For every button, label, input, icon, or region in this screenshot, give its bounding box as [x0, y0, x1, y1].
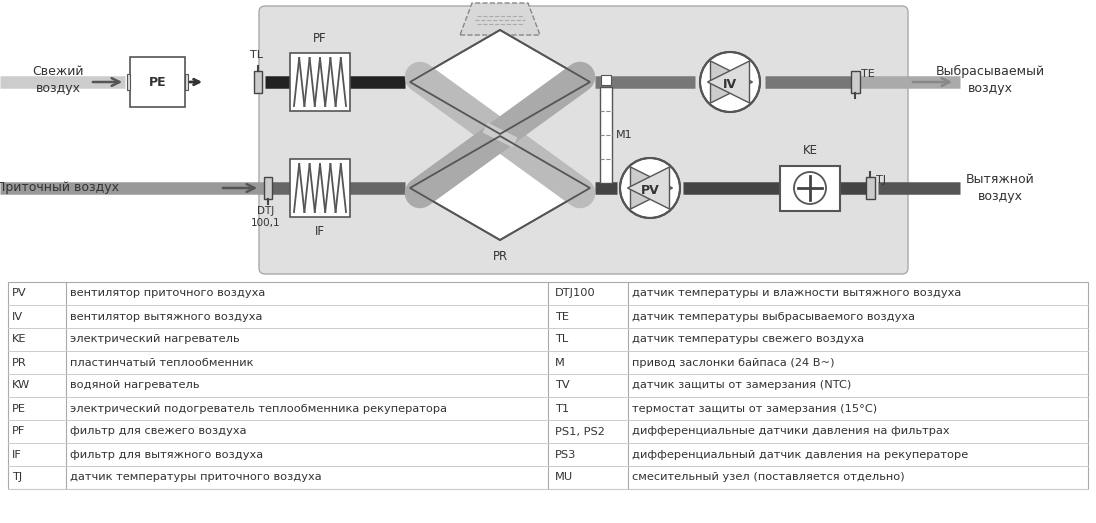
Text: Выбрасываемый
воздух: Выбрасываемый воздух [936, 65, 1044, 95]
Text: DTJ100: DTJ100 [555, 289, 596, 299]
Text: MU: MU [555, 472, 573, 483]
Bar [850, 71, 860, 93]
Text: TL: TL [250, 50, 263, 60]
Text: PR: PR [12, 358, 26, 368]
Polygon shape [710, 61, 753, 103]
Bar [127, 74, 130, 90]
Text: PV: PV [641, 184, 660, 197]
Text: фильтр для свежего воздуха: фильтр для свежего воздуха [70, 426, 247, 437]
Text: KE: KE [802, 144, 818, 157]
Text: дифференциальные датчики давления на фильтрах: дифференциальные датчики давления на фил… [632, 426, 949, 437]
Text: пластинчатый теплообменник: пластинчатый теплообменник [70, 358, 253, 368]
Text: IF: IF [12, 449, 22, 460]
Polygon shape [628, 167, 670, 209]
Text: PE: PE [12, 404, 26, 414]
Text: термостат защиты от замерзания (15°C): термостат защиты от замерзания (15°C) [632, 404, 877, 414]
Text: смесительный узел (поставляется отдельно): смесительный узел (поставляется отдельно… [632, 472, 904, 483]
Text: электрический подогреватель теплообменника рекуператора: электрический подогреватель теплообменни… [70, 404, 447, 414]
FancyBboxPatch shape [259, 6, 907, 274]
Bar [290, 159, 350, 217]
Text: фильтр для вытяжного воздуха: фильтр для вытяжного воздуха [70, 449, 263, 460]
Text: датчик температуры выбрасываемого воздуха: датчик температуры выбрасываемого воздух… [632, 312, 915, 322]
Text: дифференциальный датчик давления на рекуператоре: дифференциальный датчик давления на реку… [632, 449, 968, 460]
Polygon shape [460, 3, 540, 35]
Polygon shape [410, 30, 590, 134]
Bar [290, 53, 350, 111]
Text: TE: TE [861, 69, 875, 79]
Bar [600, 87, 612, 183]
Text: T1: T1 [555, 404, 569, 414]
Text: электрический нагреватель: электрический нагреватель [70, 335, 240, 345]
Text: Вытяжной
воздух: Вытяжной воздух [966, 173, 1035, 203]
Text: PS1, PS2: PS1, PS2 [555, 426, 605, 437]
Text: IF: IF [315, 225, 326, 238]
Text: датчик защиты от замерзания (NTC): датчик защиты от замерзания (NTC) [632, 381, 852, 391]
Bar [866, 177, 875, 199]
Text: KW: KW [12, 381, 31, 391]
Polygon shape [410, 136, 590, 240]
Bar [264, 177, 272, 199]
Bar [130, 57, 185, 107]
Text: вентилятор вытяжного воздуха: вентилятор вытяжного воздуха [70, 312, 262, 322]
Text: DTJ
100,1: DTJ 100,1 [251, 206, 281, 228]
Bar [780, 165, 840, 210]
Bar [254, 71, 262, 93]
Text: Свежий
воздух: Свежий воздух [32, 65, 83, 95]
Bar [601, 75, 610, 85]
Text: IV: IV [12, 312, 23, 322]
Text: датчик температуры и влажности вытяжного воздуха: датчик температуры и влажности вытяжного… [632, 289, 961, 299]
Text: датчик температуры приточного воздуха: датчик температуры приточного воздуха [70, 472, 321, 483]
Text: PS3: PS3 [555, 449, 576, 460]
Text: M: M [555, 358, 564, 368]
Text: PV: PV [12, 289, 26, 299]
Text: TJ: TJ [12, 472, 22, 483]
Text: IV: IV [723, 77, 738, 90]
Polygon shape [708, 61, 750, 103]
Text: Приточный воздух: Приточный воздух [0, 181, 119, 195]
Text: датчик температуры свежего воздуха: датчик температуры свежего воздуха [632, 335, 864, 345]
Circle shape [620, 158, 680, 218]
Text: PR: PR [492, 250, 507, 263]
Text: привод заслонки байпаса (24 В~): привод заслонки байпаса (24 В~) [632, 358, 834, 368]
Text: M1: M1 [616, 130, 632, 140]
Text: вентилятор приточного воздуха: вентилятор приточного воздуха [70, 289, 265, 299]
Text: PF: PF [313, 32, 327, 45]
Text: KE: KE [12, 335, 26, 345]
Bar [8, 282, 1088, 489]
Text: PF: PF [12, 426, 25, 437]
Polygon shape [630, 167, 673, 209]
Text: TV: TV [555, 381, 570, 391]
Text: TJ: TJ [876, 175, 886, 185]
Circle shape [700, 52, 760, 112]
Text: TL: TL [555, 335, 568, 345]
Text: TE: TE [555, 312, 569, 322]
Text: водяной нагреватель: водяной нагреватель [70, 381, 199, 391]
Text: PE: PE [149, 75, 167, 88]
Bar [185, 74, 189, 90]
